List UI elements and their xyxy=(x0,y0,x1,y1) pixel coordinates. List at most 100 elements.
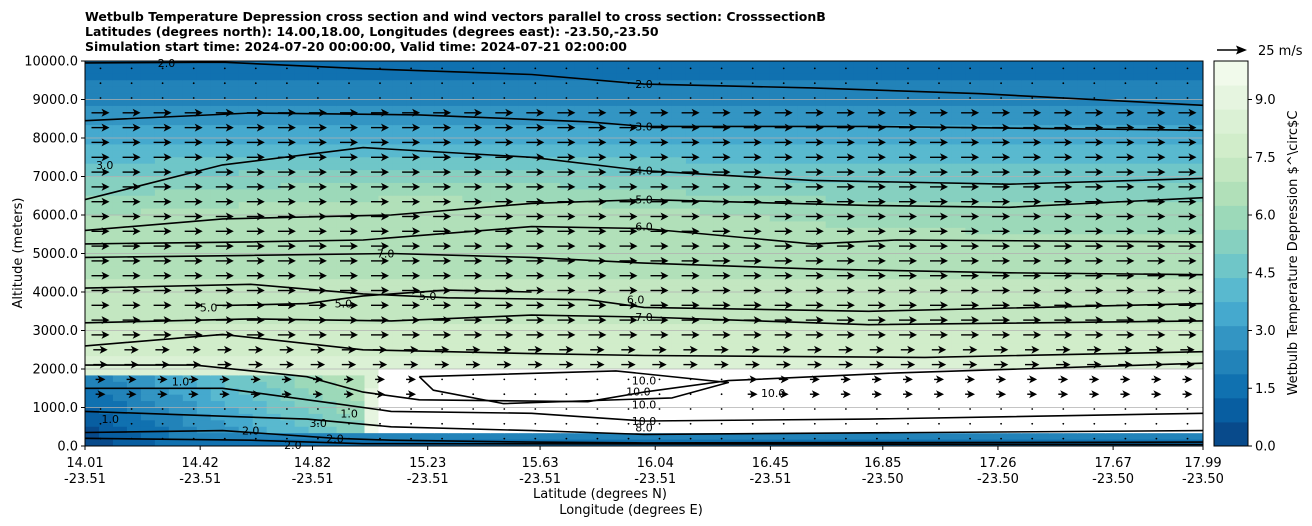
field-cell xyxy=(867,99,883,107)
field-cell xyxy=(434,86,449,94)
field-cell xyxy=(755,266,771,274)
field-cell xyxy=(322,86,338,94)
field-cell xyxy=(713,112,729,120)
field-cell xyxy=(1077,202,1092,210)
field-cell xyxy=(588,356,603,364)
field-cell xyxy=(476,157,491,165)
field-cell xyxy=(769,163,785,171)
field-cell xyxy=(546,304,561,312)
field-cell xyxy=(126,369,142,377)
field-cell xyxy=(979,330,994,338)
field-cell xyxy=(238,150,254,158)
field-cell xyxy=(224,426,240,434)
field-cell xyxy=(238,176,254,184)
field-cell xyxy=(392,420,408,428)
wind-vector-head xyxy=(132,330,141,339)
field-cell xyxy=(797,381,813,389)
field-cell xyxy=(616,336,631,344)
field-cell xyxy=(588,401,603,409)
field-cell xyxy=(322,67,338,75)
field-cell xyxy=(671,234,687,242)
field-cell xyxy=(951,105,967,113)
field-cell xyxy=(853,381,869,389)
field-cell xyxy=(1133,253,1148,261)
field-cell xyxy=(490,407,505,415)
field-cell xyxy=(140,349,156,357)
field-cell xyxy=(560,394,575,402)
field-cell xyxy=(420,80,435,88)
field-cell xyxy=(238,356,254,364)
field-cell xyxy=(727,381,743,389)
field-cell xyxy=(1147,234,1162,242)
field-cell xyxy=(546,388,561,396)
field-cell xyxy=(825,381,841,389)
field-cell xyxy=(1189,330,1203,338)
field-cell xyxy=(727,195,743,203)
field-cell xyxy=(532,144,547,152)
field-cell xyxy=(839,356,855,364)
field-cell xyxy=(140,163,156,171)
field-cell xyxy=(238,125,254,133)
field-cell xyxy=(294,221,310,229)
field-cell xyxy=(476,125,491,133)
field-cell xyxy=(895,381,911,389)
field-cell xyxy=(1007,131,1022,139)
field-cell xyxy=(1035,144,1050,152)
field-cell xyxy=(630,138,645,146)
field-cell xyxy=(378,381,394,389)
field-cell xyxy=(1021,388,1036,396)
field-cell xyxy=(741,240,757,248)
field-cell xyxy=(1161,381,1176,389)
field-cell xyxy=(434,99,449,107)
field-cell xyxy=(923,253,939,261)
field-cell xyxy=(783,369,799,377)
field-cell xyxy=(1161,401,1176,409)
field-cell xyxy=(364,407,380,415)
field-cell xyxy=(392,208,408,216)
field-cell xyxy=(406,189,421,197)
field-cell xyxy=(252,343,268,351)
field-cell xyxy=(196,61,212,69)
field-cell xyxy=(140,208,156,216)
field-cell xyxy=(1133,99,1148,107)
field-cell xyxy=(797,336,813,344)
field-cell xyxy=(322,93,338,101)
field-cell xyxy=(783,266,799,274)
field-cell xyxy=(881,215,897,223)
field-cell xyxy=(769,401,785,409)
field-cell xyxy=(979,401,994,409)
field-cell xyxy=(630,61,645,69)
field-cell xyxy=(1035,99,1050,107)
field-cell xyxy=(98,202,114,210)
field-cell xyxy=(727,99,743,107)
field-cell xyxy=(224,67,240,75)
field-cell xyxy=(923,131,939,139)
field-cell xyxy=(755,150,771,158)
field-cell xyxy=(224,163,240,171)
field-cell xyxy=(1133,343,1148,351)
field-cell xyxy=(951,356,967,364)
field-cell xyxy=(895,105,911,113)
field-cell xyxy=(993,369,1008,377)
field-cell xyxy=(490,138,505,146)
field-cell xyxy=(140,433,156,441)
wind-vector-head xyxy=(97,390,106,399)
field-cell xyxy=(1063,176,1078,184)
field-cell xyxy=(574,112,589,120)
field-cell xyxy=(979,375,994,383)
field-cell xyxy=(210,356,226,364)
field-cell xyxy=(434,292,449,300)
field-cell xyxy=(1189,131,1203,139)
field-cell xyxy=(853,324,869,332)
field-cell xyxy=(294,125,310,133)
field-cell xyxy=(154,285,170,293)
field-cell xyxy=(364,413,380,421)
field-cell xyxy=(811,99,827,107)
field-cell xyxy=(853,176,869,184)
field-cell xyxy=(1133,279,1148,287)
field-cell xyxy=(196,144,212,152)
field-cell xyxy=(154,311,170,319)
field-cell xyxy=(266,356,282,364)
field-cell xyxy=(252,93,268,101)
field-cell xyxy=(1189,125,1203,133)
